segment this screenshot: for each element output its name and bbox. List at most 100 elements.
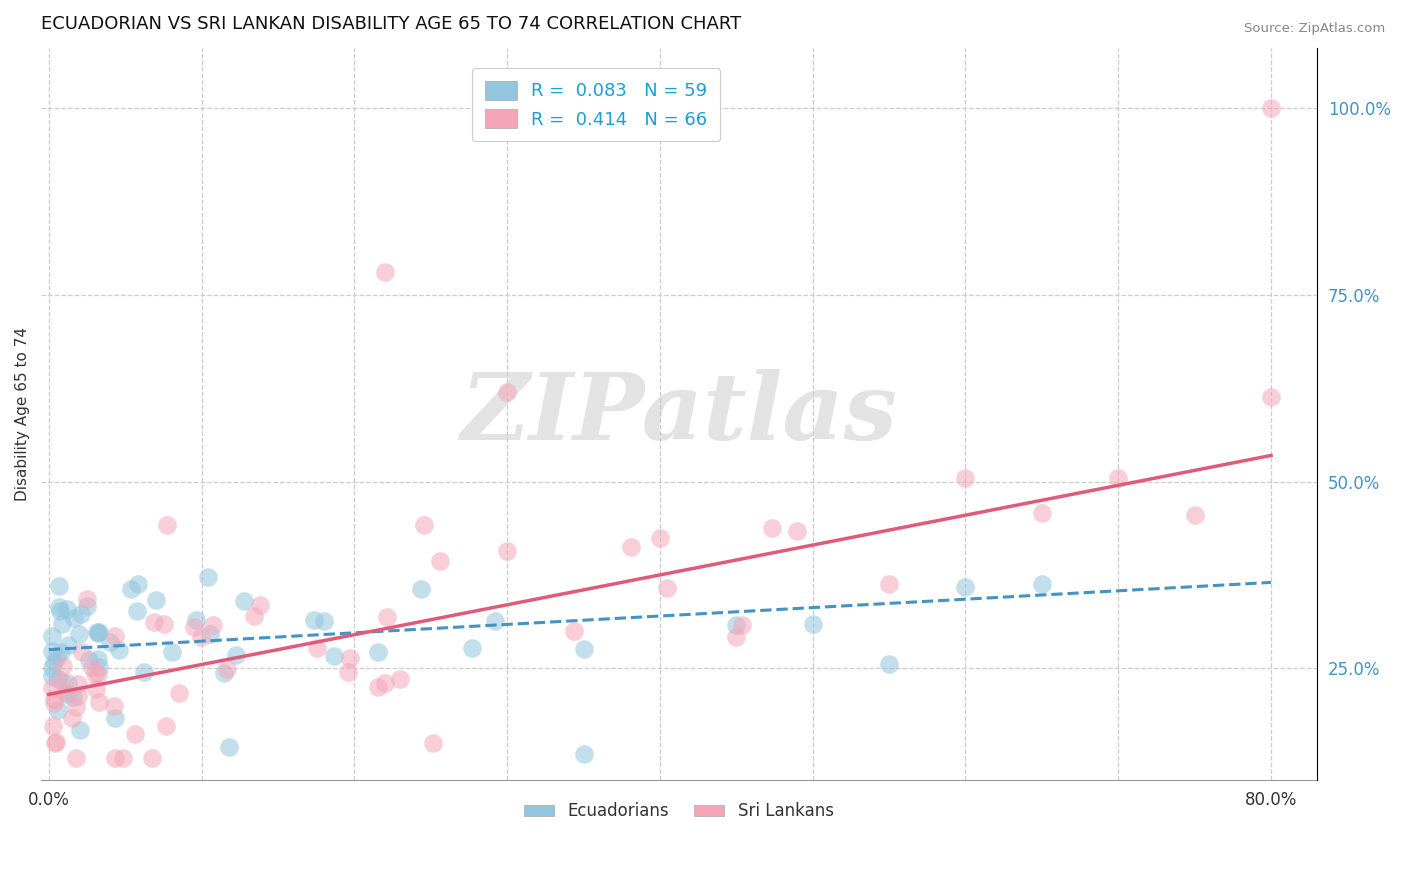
Point	[731, 618, 754, 632]
Point	[1260, 390, 1282, 404]
Point	[56, 676, 79, 690]
Point	[87, 666, 110, 681]
Point	[60, 711, 83, 725]
Point	[197, 569, 219, 583]
Point	[83, 666, 105, 681]
Point	[145, 593, 167, 607]
Point	[422, 736, 444, 750]
Point	[233, 594, 256, 608]
Point	[76, 599, 98, 614]
Point	[655, 581, 678, 595]
Point	[104, 711, 127, 725]
Point	[86, 625, 108, 640]
Point	[112, 751, 135, 765]
Point	[63, 611, 86, 625]
Point	[337, 665, 360, 679]
Point	[44, 655, 66, 669]
Point	[48, 599, 70, 614]
Point	[41, 644, 63, 658]
Point	[76, 592, 98, 607]
Point	[243, 609, 266, 624]
Point	[46, 703, 69, 717]
Point	[87, 625, 110, 640]
Point	[108, 643, 131, 657]
Point	[41, 661, 63, 675]
Y-axis label: Disability Age 65 to 74: Disability Age 65 to 74	[15, 327, 30, 501]
Point	[44, 736, 66, 750]
Point	[388, 672, 411, 686]
Point	[160, 645, 183, 659]
Point	[725, 630, 748, 644]
Point	[89, 695, 111, 709]
Point	[104, 751, 127, 765]
Text: ZIPatlas: ZIPatlas	[461, 369, 897, 459]
Point	[155, 517, 177, 532]
Point	[249, 598, 271, 612]
Point	[572, 747, 595, 761]
Point	[1107, 471, 1129, 485]
Point	[183, 620, 205, 634]
Text: ECUADORIAN VS SRI LANKAN DISABILITY AGE 65 TO 74 CORRELATION CHART: ECUADORIAN VS SRI LANKAN DISABILITY AGE …	[41, 15, 741, 33]
Point	[56, 601, 79, 615]
Point	[51, 616, 73, 631]
Text: Source: ZipAtlas.com: Source: ZipAtlas.com	[1244, 22, 1385, 36]
Point	[877, 657, 900, 671]
Point	[69, 723, 91, 737]
Point	[411, 582, 433, 597]
Point	[167, 686, 190, 700]
Point	[56, 638, 79, 652]
Point	[201, 617, 224, 632]
Point	[1031, 506, 1053, 520]
Point	[620, 540, 643, 554]
Point	[67, 627, 90, 641]
Point	[496, 384, 519, 399]
Point	[70, 645, 93, 659]
Point	[212, 666, 235, 681]
Point	[801, 616, 824, 631]
Point	[89, 659, 111, 673]
Point	[41, 681, 63, 696]
Point	[124, 727, 146, 741]
Point	[41, 629, 63, 643]
Point	[51, 674, 73, 689]
Point	[70, 607, 93, 622]
Point	[648, 531, 671, 545]
Point	[42, 719, 65, 733]
Point	[52, 658, 75, 673]
Point	[65, 700, 87, 714]
Point	[77, 653, 100, 667]
Legend: Ecuadorians, Sri Lankans: Ecuadorians, Sri Lankans	[517, 796, 841, 827]
Point	[141, 751, 163, 765]
Point	[374, 676, 396, 690]
Point	[48, 604, 70, 618]
Point	[429, 554, 451, 568]
Point	[45, 735, 67, 749]
Point	[134, 665, 156, 680]
Point	[761, 521, 783, 535]
Point	[461, 640, 484, 655]
Point	[218, 740, 240, 755]
Point	[104, 630, 127, 644]
Point	[67, 677, 90, 691]
Point	[190, 630, 212, 644]
Point	[312, 614, 335, 628]
Point	[143, 615, 166, 630]
Point	[127, 604, 149, 618]
Point	[153, 616, 176, 631]
Point	[375, 609, 398, 624]
Point	[198, 626, 221, 640]
Point	[413, 517, 436, 532]
Point	[1260, 101, 1282, 115]
Point	[184, 614, 207, 628]
Point	[103, 698, 125, 713]
Point	[45, 649, 67, 664]
Point	[42, 696, 65, 710]
Point	[66, 689, 89, 703]
Point	[955, 580, 977, 594]
Point	[374, 265, 396, 279]
Point	[86, 652, 108, 666]
Point	[217, 662, 239, 676]
Point	[484, 614, 506, 628]
Point	[100, 635, 122, 649]
Point	[80, 659, 103, 673]
